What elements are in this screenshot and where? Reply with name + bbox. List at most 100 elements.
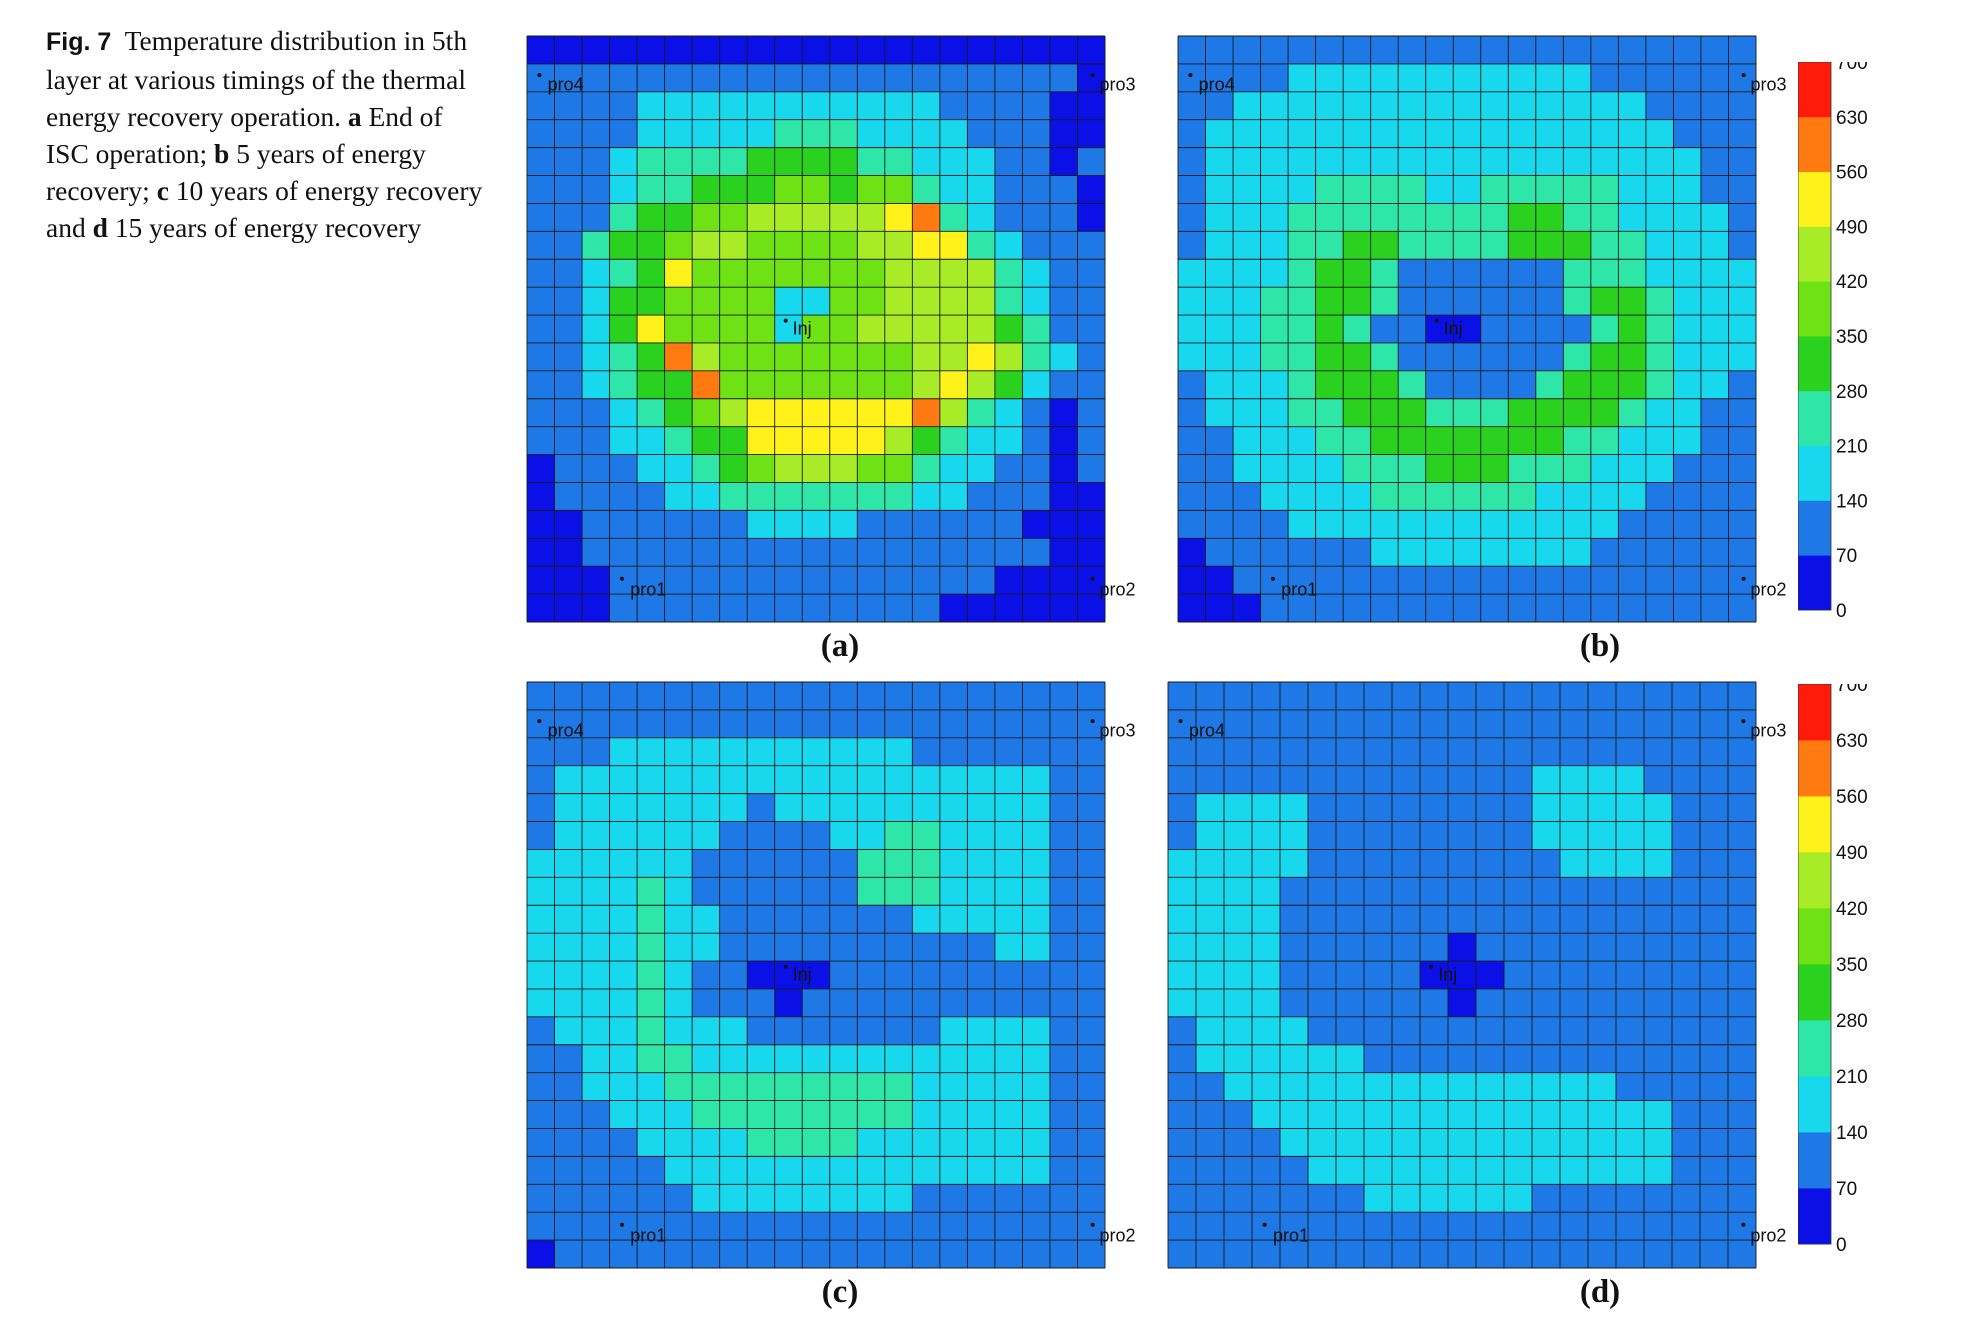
heatmap-cell	[1392, 1100, 1421, 1129]
heatmap-cell	[1700, 1044, 1729, 1073]
heatmap-cell	[692, 1212, 720, 1241]
heatmap-cell	[1343, 231, 1371, 260]
heatmap-cell	[802, 259, 831, 288]
heatmap-cell	[637, 1156, 665, 1185]
heatmap-cell	[664, 849, 693, 878]
heatmap-cell	[1616, 765, 1645, 794]
heatmap-cell	[1336, 988, 1365, 1018]
heatmap-cell	[1535, 594, 1564, 623]
heatmap-cell	[1644, 1072, 1673, 1101]
heatmap-cell	[582, 175, 610, 204]
heatmap-cell	[637, 849, 665, 878]
heatmap-cell	[1590, 566, 1619, 595]
heatmap-cell	[857, 988, 886, 1018]
heatmap-cell	[1425, 36, 1454, 65]
heatmap-cell	[802, 933, 831, 962]
heatmap-cell	[1260, 566, 1289, 595]
heatmap-cell	[939, 933, 968, 962]
heatmap-cell	[884, 1016, 913, 1046]
heatmap-cell	[692, 682, 720, 711]
heatmap-cell	[637, 933, 665, 962]
heatmap-cell	[1616, 709, 1645, 739]
heatmap-cell	[1364, 849, 1393, 878]
heatmap-cell	[1288, 36, 1316, 65]
heatmap-cell	[554, 426, 583, 455]
heatmap-cell	[829, 538, 858, 567]
heatmap-cell	[802, 1156, 831, 1185]
figure-label: Fig. 7	[46, 28, 112, 56]
heatmap-cell	[719, 482, 748, 511]
heatmap-cell	[1425, 594, 1454, 623]
heatmap-cell	[857, 370, 886, 400]
heatmap-cell	[994, 259, 1023, 288]
heatmap-cell	[1590, 482, 1619, 511]
heatmap-cell	[884, 877, 913, 906]
heatmap-cell	[1260, 426, 1289, 455]
heatmap-cell	[1370, 510, 1399, 539]
heatmap-cell	[1560, 877, 1589, 906]
heatmap-cell	[1224, 988, 1253, 1018]
heatmap-cell	[1672, 933, 1701, 962]
heatmap-cell	[1280, 1100, 1309, 1129]
heatmap-cell	[1364, 1100, 1393, 1129]
heatmap-cell	[637, 36, 665, 65]
heatmap-cell	[1588, 988, 1617, 1018]
colorbar-border	[1797, 683, 1832, 1245]
heatmap-cell	[1700, 1100, 1729, 1129]
heatmap-cell	[1392, 961, 1421, 990]
heatmap-cell	[1168, 737, 1197, 767]
heatmap-cell	[637, 287, 665, 316]
heatmap-cell	[1645, 426, 1674, 455]
heatmap-cell	[829, 342, 858, 372]
heatmap-cell	[527, 566, 555, 595]
heatmap-cell	[1420, 709, 1449, 739]
heatmap-cell	[774, 905, 803, 934]
heatmap-cell	[527, 259, 555, 288]
heatmap-cell	[1077, 1240, 1106, 1269]
heatmap-cell	[1336, 1128, 1365, 1157]
well-marker	[783, 318, 788, 323]
heatmap-cell	[1168, 1072, 1197, 1101]
heatmap-cell	[1508, 510, 1537, 539]
heatmap-cell	[1178, 119, 1206, 148]
heatmap-cell	[1022, 594, 1051, 623]
heatmap-cell	[774, 287, 803, 316]
heatmap-cell	[1448, 877, 1477, 906]
heatmap-cell	[994, 36, 1023, 65]
heatmap-cell	[1252, 849, 1281, 878]
heatmap-cell	[1728, 765, 1757, 794]
heatmap-cell	[609, 1156, 638, 1185]
colorbar-segment	[1798, 281, 1831, 337]
heatmap-cell	[857, 259, 886, 288]
heatmap-cell	[1616, 988, 1645, 1018]
heatmap-cell	[1343, 315, 1371, 344]
heatmap-cell	[1532, 1016, 1561, 1046]
heatmap-cell	[1448, 1072, 1477, 1101]
heatmap-cell	[664, 1240, 693, 1269]
heatmap-cell	[747, 482, 776, 511]
heatmap-cell	[1728, 1044, 1757, 1073]
heatmap-cell	[582, 849, 610, 878]
heatmap-cell	[884, 1240, 913, 1269]
heatmap-cell	[1563, 147, 1592, 176]
heatmap-cell	[884, 538, 913, 567]
heatmap-cell	[554, 203, 583, 232]
heatmap-cell	[692, 36, 720, 65]
heatmap-cell	[1425, 315, 1454, 344]
heatmap-cell	[664, 1184, 693, 1213]
heatmap-cell	[554, 398, 583, 427]
heatmap-cell	[1420, 1072, 1449, 1101]
heatmap-cell	[1224, 793, 1253, 822]
heatmap-cell	[912, 1240, 941, 1269]
heatmap-cell	[1398, 370, 1427, 400]
heatmap-cell	[774, 793, 803, 822]
heatmap-cell	[692, 315, 720, 344]
heatmap-cell	[1728, 877, 1757, 906]
heatmap-cell	[774, 231, 803, 260]
caption-text-a: End of ISC operation;	[46, 101, 443, 169]
heatmap-cell	[582, 259, 610, 288]
heatmap-cell	[1645, 566, 1674, 595]
heatmap-cell	[1392, 1240, 1421, 1269]
heatmap-cell	[1480, 259, 1509, 288]
heatmap-cell	[1260, 119, 1289, 148]
